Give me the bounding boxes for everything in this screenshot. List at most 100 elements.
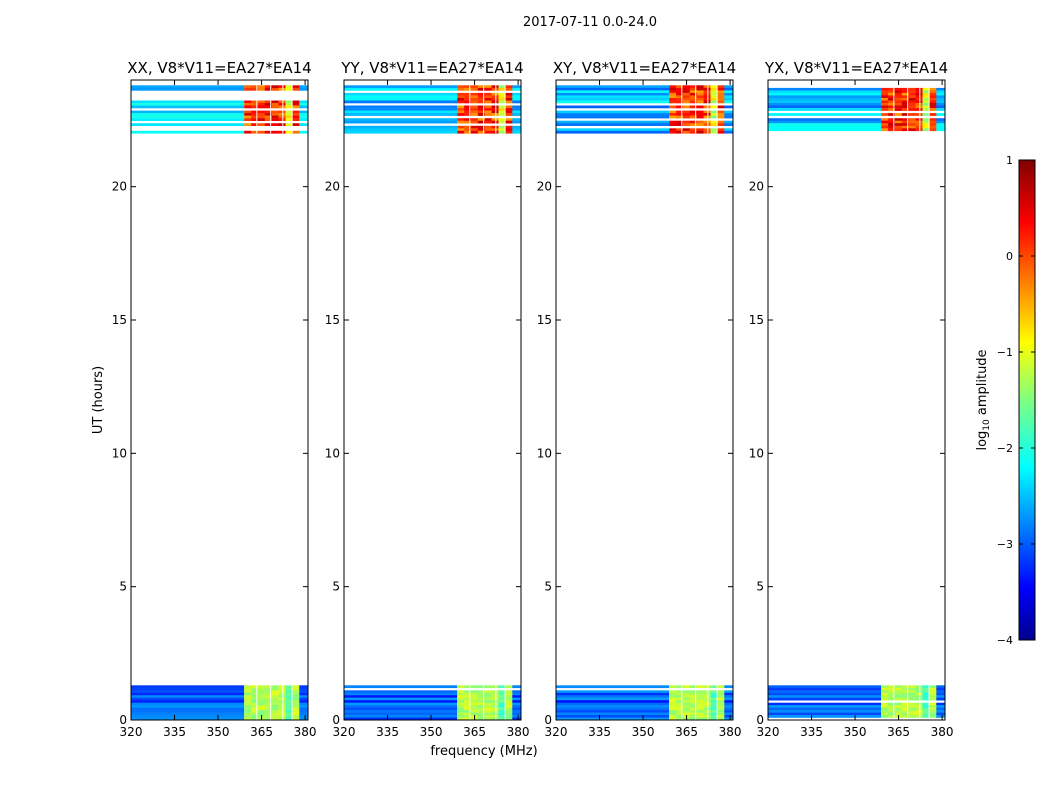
colorbar-ticks: 1 0 −1 −2 −3 −4 xyxy=(997,154,1035,647)
heat-cell xyxy=(768,702,882,706)
heat-cell xyxy=(556,105,670,109)
heat-cell xyxy=(484,707,492,711)
heat-cell xyxy=(285,105,293,109)
heat-cell xyxy=(470,125,479,129)
heat-cell xyxy=(676,710,684,713)
y-tick-label: 10 xyxy=(112,446,127,460)
heat-cell xyxy=(505,95,513,99)
heat-cell xyxy=(556,92,670,96)
heat-cell xyxy=(669,113,677,116)
heat-cell xyxy=(888,702,896,706)
heat-cell xyxy=(271,712,279,716)
heat-cell xyxy=(682,95,691,99)
heat-cell xyxy=(696,690,704,694)
heat-cell xyxy=(470,85,479,89)
heat-cell xyxy=(894,103,903,106)
heat-cell xyxy=(696,712,704,716)
heat-cell xyxy=(922,123,930,126)
heat-cell xyxy=(244,697,252,701)
heat-cell xyxy=(244,113,252,116)
heat-cell xyxy=(512,100,521,104)
heat-cell xyxy=(498,85,506,89)
heat-cell xyxy=(299,130,308,134)
heat-cell xyxy=(881,697,889,701)
heat-cell xyxy=(457,702,465,706)
heat-cell xyxy=(682,113,691,116)
heat-cell xyxy=(484,702,492,706)
heat-cell xyxy=(244,87,252,91)
heat-cell xyxy=(881,125,889,129)
heat-cell xyxy=(556,115,670,119)
heat-cell xyxy=(676,128,684,132)
heat-cell xyxy=(556,87,670,91)
heat-cell xyxy=(505,695,513,698)
heat-cell xyxy=(703,92,711,96)
heat-cell xyxy=(470,118,479,121)
heat-cell xyxy=(257,115,266,119)
y-tick-label: 15 xyxy=(749,313,764,327)
heat-cell xyxy=(888,100,896,104)
heat-cell xyxy=(936,687,945,691)
heat-cell xyxy=(936,95,945,99)
heat-cell xyxy=(696,85,704,89)
heat-cell xyxy=(894,92,903,96)
heat-cell xyxy=(292,690,300,694)
heat-cell xyxy=(457,130,465,134)
heat-cell xyxy=(257,692,266,696)
heat-cell xyxy=(915,103,923,106)
heat-cell xyxy=(901,95,909,99)
heat-cell xyxy=(689,705,697,708)
heat-cell xyxy=(131,87,245,91)
heat-cell xyxy=(669,717,677,721)
colorbar-label-sub: 10 xyxy=(982,419,992,431)
heat-cell xyxy=(929,95,937,99)
heat-cell xyxy=(724,692,733,696)
heat-cell xyxy=(703,697,711,701)
heat-cell xyxy=(477,707,485,711)
heat-cell xyxy=(131,695,245,698)
heat-cell xyxy=(470,110,479,114)
heat-cell xyxy=(929,710,937,713)
heat-cell xyxy=(264,103,272,106)
y-tick-label: 0 xyxy=(756,713,764,727)
colorbar-label: log10 amplitude xyxy=(975,349,992,450)
heat-cell xyxy=(131,110,245,114)
heat-cell xyxy=(484,118,492,121)
heat-cell xyxy=(888,687,896,691)
heat-cell xyxy=(682,98,691,101)
heat-cell xyxy=(710,695,718,698)
heat-cell xyxy=(457,92,465,96)
heat-cell xyxy=(710,697,718,701)
heat-cell xyxy=(271,87,279,91)
heat-cell xyxy=(894,690,903,694)
panel-0: XX, V8*V11=EA27*EA14 0 5 10 15 20 320 335 350 365… xyxy=(112,59,317,739)
heat-cell xyxy=(285,700,293,703)
heat-cell xyxy=(703,123,711,126)
heat-cell xyxy=(464,85,472,89)
heat-cell xyxy=(457,707,465,711)
heat-cell xyxy=(717,685,725,689)
heatmap-panels: XX, V8*V11=EA27*EA14 0 5 10 15 20 320 335 350 365… xyxy=(112,59,954,739)
heat-cell xyxy=(717,98,725,101)
heat-cell xyxy=(922,692,930,696)
y-tick-label: 15 xyxy=(325,313,340,327)
heat-cell xyxy=(556,695,670,698)
heat-cell xyxy=(703,90,711,94)
heat-cell xyxy=(888,95,896,99)
heat-cell xyxy=(556,690,670,694)
heat-cell xyxy=(669,120,677,124)
heat-cell xyxy=(888,123,896,126)
heat-cell xyxy=(498,118,506,121)
heat-cell xyxy=(299,115,308,119)
heat-cell xyxy=(556,90,670,94)
heat-cell xyxy=(257,87,266,91)
heat-cell xyxy=(881,707,889,711)
heat-cell xyxy=(505,98,513,101)
heat-cell xyxy=(299,110,308,114)
heat-cell xyxy=(244,687,252,691)
heat-cell xyxy=(556,95,670,99)
heat-cell xyxy=(244,123,252,126)
heat-cell xyxy=(484,690,492,694)
heat-cell xyxy=(724,715,733,718)
heat-cell xyxy=(257,697,266,701)
